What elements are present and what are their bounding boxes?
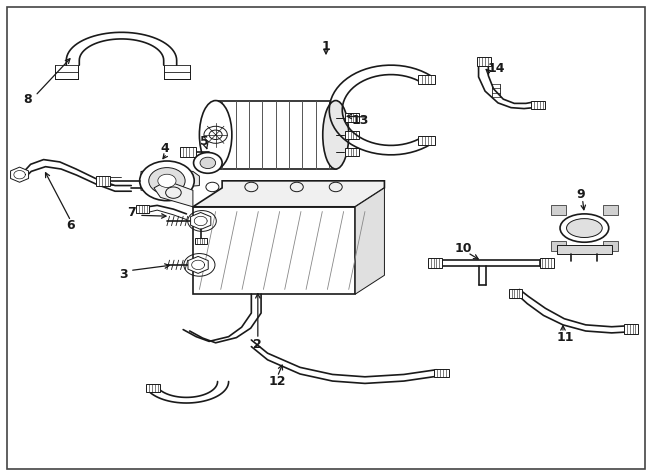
Bar: [551, 205, 566, 215]
Bar: [193, 207, 355, 294]
Circle shape: [200, 157, 216, 169]
Polygon shape: [193, 181, 385, 207]
Bar: [434, 369, 449, 377]
Polygon shape: [10, 167, 29, 182]
Polygon shape: [190, 212, 211, 229]
Text: 5: 5: [200, 135, 209, 148]
Ellipse shape: [200, 101, 232, 169]
Bar: [195, 238, 207, 244]
Text: 4: 4: [160, 142, 170, 155]
Polygon shape: [329, 65, 430, 155]
Bar: [419, 136, 434, 145]
Bar: [428, 258, 442, 268]
Bar: [216, 101, 336, 169]
Text: 10: 10: [455, 242, 473, 256]
Bar: [551, 241, 566, 251]
Text: 14: 14: [487, 62, 505, 75]
Circle shape: [194, 152, 222, 173]
Text: 9: 9: [577, 188, 585, 200]
Bar: [531, 101, 546, 109]
Text: 12: 12: [269, 375, 286, 388]
Bar: [540, 258, 554, 268]
Bar: [179, 147, 196, 157]
Polygon shape: [141, 171, 200, 190]
Bar: [557, 245, 612, 254]
Bar: [96, 176, 110, 186]
Polygon shape: [520, 289, 628, 333]
Polygon shape: [147, 381, 229, 403]
Circle shape: [149, 168, 185, 194]
Polygon shape: [479, 63, 534, 109]
Ellipse shape: [323, 101, 349, 169]
Bar: [146, 384, 160, 392]
Text: 6: 6: [67, 219, 75, 232]
Circle shape: [140, 161, 194, 200]
Polygon shape: [188, 256, 208, 274]
Circle shape: [158, 174, 176, 188]
Bar: [136, 205, 149, 213]
Bar: [602, 241, 618, 251]
Ellipse shape: [560, 214, 609, 242]
Bar: [345, 131, 359, 139]
Bar: [624, 324, 638, 334]
Polygon shape: [24, 160, 131, 191]
Bar: [509, 288, 522, 298]
Text: 7: 7: [127, 206, 136, 219]
Polygon shape: [251, 340, 436, 383]
Text: 2: 2: [254, 338, 262, 351]
Polygon shape: [154, 181, 193, 207]
Text: 11: 11: [556, 331, 574, 344]
Polygon shape: [355, 188, 385, 294]
Bar: [419, 75, 434, 84]
Polygon shape: [67, 32, 177, 65]
Ellipse shape: [567, 218, 602, 238]
Text: 1: 1: [321, 40, 331, 53]
Bar: [602, 205, 618, 215]
Text: 8: 8: [23, 93, 32, 105]
Bar: [345, 114, 359, 122]
Bar: [345, 148, 359, 156]
Text: 3: 3: [119, 268, 128, 281]
Bar: [477, 57, 491, 66]
Text: 13: 13: [351, 114, 369, 127]
